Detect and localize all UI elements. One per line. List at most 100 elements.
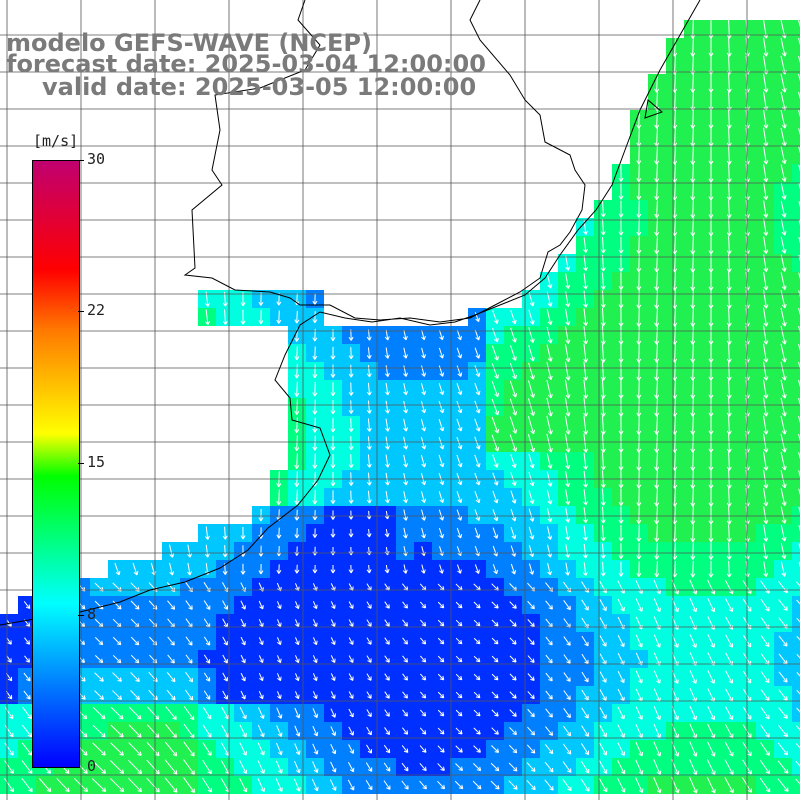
wind-arrow: [294, 453, 300, 469]
wind-arrow: [366, 744, 373, 754]
wind-arrow: [222, 654, 228, 664]
wind-arrow: [474, 454, 481, 468]
wind-arrow: [565, 562, 571, 576]
wind-arrow: [798, 37, 800, 46]
wind-arrow: [565, 453, 571, 470]
wind-arrow: [128, 759, 143, 775]
wind-arrow: [456, 329, 462, 341]
wind-arrow: [653, 634, 661, 648]
wind-arrow: [401, 745, 409, 754]
field-cell: [792, 290, 800, 308]
field-cell: [792, 92, 800, 110]
field-cell: [792, 308, 800, 326]
wind-arrow: [474, 382, 481, 396]
wind-arrow: [565, 525, 571, 541]
wind-arrow: [294, 564, 300, 574]
wind-arrow: [654, 506, 660, 525]
wind-arrow: [330, 673, 336, 682]
wind-arrow: [509, 727, 517, 736]
wind-arrow: [600, 272, 606, 290]
wind-arrow: [491, 416, 500, 434]
wind-arrow: [312, 311, 318, 324]
wind-arrow: [23, 601, 31, 610]
wind-arrow: [636, 488, 642, 507]
wind-arrow: [348, 637, 354, 645]
wind-arrow: [348, 761, 355, 773]
wind-arrow: [456, 546, 462, 557]
wind-arrow: [726, 145, 732, 165]
field-cell: [792, 416, 800, 434]
wind-arrow: [438, 330, 444, 341]
wind-arrow: [438, 527, 445, 539]
wind-arrow: [509, 655, 517, 663]
wind-arrow: [312, 637, 318, 646]
wind-arrow: [294, 363, 300, 379]
wind-arrow: [617, 724, 625, 738]
wind-arrow: [618, 433, 624, 453]
wind-arrow: [294, 655, 300, 664]
wind-arrow: [384, 709, 390, 717]
wind-arrow: [23, 690, 31, 700]
wind-arrow: [165, 706, 177, 720]
wind-arrow: [366, 564, 372, 574]
wind-arrow: [257, 760, 265, 774]
wind-arrow: [366, 365, 372, 378]
wind-arrow: [202, 759, 212, 775]
wind-arrow: [456, 436, 463, 450]
wind-arrow: [384, 564, 390, 574]
wind-arrow: [491, 363, 499, 379]
wind-arrow: [563, 690, 571, 700]
wind-arrow: [689, 616, 697, 631]
wind-arrow: [473, 727, 481, 735]
field-cell: [792, 758, 800, 776]
wind-arrow: [419, 763, 427, 772]
wind-arrow: [112, 636, 122, 646]
wind-arrow: [509, 619, 517, 627]
wind-arrow: [708, 542, 714, 560]
wind-arrow: [777, 742, 789, 756]
colorbar: [32, 160, 80, 768]
wind-arrow: [565, 326, 571, 344]
wind-arrow: [294, 417, 300, 434]
colorbar-tick-label: 22: [87, 301, 106, 319]
wind-arrow: [778, 707, 788, 719]
wind-arrow: [780, 289, 787, 309]
wind-arrow: [581, 725, 589, 737]
wind-arrow: [654, 145, 660, 165]
wind-arrow: [348, 382, 354, 396]
wind-arrow: [203, 600, 211, 610]
wind-arrow: [276, 707, 283, 719]
wind-arrow: [240, 690, 246, 700]
wind-arrow: [258, 292, 264, 306]
field-cell: [792, 776, 800, 794]
wind-arrow: [366, 691, 372, 699]
wind-arrow: [401, 762, 409, 772]
wind-arrow: [780, 146, 787, 165]
wind-arrow: [491, 381, 500, 398]
wind-arrow: [546, 526, 553, 540]
wind-arrow: [312, 564, 318, 574]
wind-arrow: [780, 379, 787, 399]
wind-arrow: [617, 635, 625, 648]
wind-arrow: [366, 329, 372, 341]
wind-arrow: [240, 309, 246, 325]
wind-arrow: [726, 542, 732, 560]
wind-arrow: [563, 636, 571, 646]
wind-arrow: [169, 562, 175, 576]
wind-arrow: [167, 654, 175, 664]
wind-arrow: [109, 778, 125, 793]
wind-arrow: [689, 741, 698, 757]
wind-arrow: [491, 398, 500, 416]
wind-arrow: [94, 655, 104, 664]
wind-arrow: [581, 689, 589, 701]
wind-arrow: [455, 655, 463, 663]
wind-arrow: [708, 560, 714, 578]
field-cell: [792, 218, 800, 236]
wind-arrow: [636, 543, 642, 560]
wind-arrow: [474, 564, 480, 574]
wind-arrow: [330, 435, 336, 451]
field-cell: [792, 56, 800, 74]
wind-arrow: [708, 181, 714, 201]
wind-arrow: [402, 329, 408, 341]
field-cell: [792, 452, 800, 470]
